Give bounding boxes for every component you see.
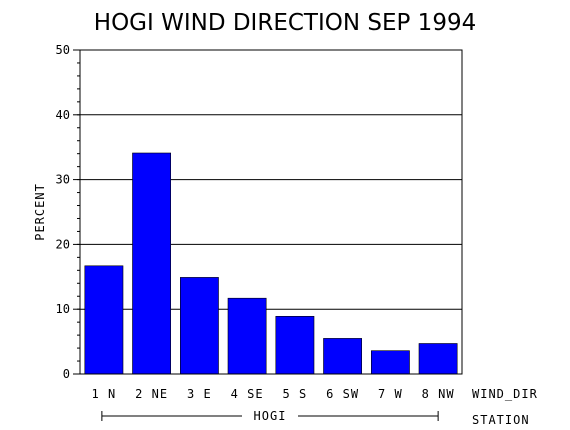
x-axis-label: WIND_DIR: [472, 387, 538, 401]
y-tick-label: 50: [56, 43, 70, 57]
bar-2-ne: [132, 152, 172, 375]
bar-6-sw: [323, 338, 363, 375]
y-axis: 0 10 20 30 40 50: [56, 43, 80, 381]
x-tick-label: 6 SW: [326, 387, 359, 401]
x-tick-label: 3 E: [187, 387, 212, 401]
station-group-label: HOGI: [254, 409, 287, 423]
bar-8-nw: [418, 343, 458, 375]
y-tick-label: 10: [56, 302, 70, 316]
x-tick-label: 2 NE: [135, 387, 168, 401]
station-group-bracket: HOGI: [101, 409, 439, 423]
x-tick-label: 7 W: [378, 387, 403, 401]
bar-7-w: [370, 350, 410, 375]
y-tick-label: 30: [56, 173, 70, 187]
y-tick-label: 40: [56, 108, 70, 122]
bar-3-e: [180, 277, 219, 375]
plot-frame: [79, 49, 463, 375]
chart-title: HOGI WIND DIRECTION SEP 1994: [94, 10, 476, 36]
x-tick-label: 8 NW: [422, 387, 455, 401]
y-tick-label: 0: [63, 367, 70, 381]
bar-4-se: [227, 297, 267, 375]
y-axis-label: PERCENT: [33, 183, 47, 241]
x-tick-label: 5 S: [283, 387, 308, 401]
bar-1-n: [84, 265, 124, 375]
bar-5-s: [275, 315, 315, 375]
y-tick-label: 20: [56, 237, 70, 251]
x-axis: 1 N 2 NE 3 E 4 SE 5 S 6 SW 7 W 8 NW: [92, 387, 455, 401]
station-axis-label: STATION: [472, 413, 530, 427]
bars: [84, 152, 458, 375]
x-tick-label: 1 N: [92, 387, 117, 401]
x-tick-label: 4 SE: [231, 387, 264, 401]
